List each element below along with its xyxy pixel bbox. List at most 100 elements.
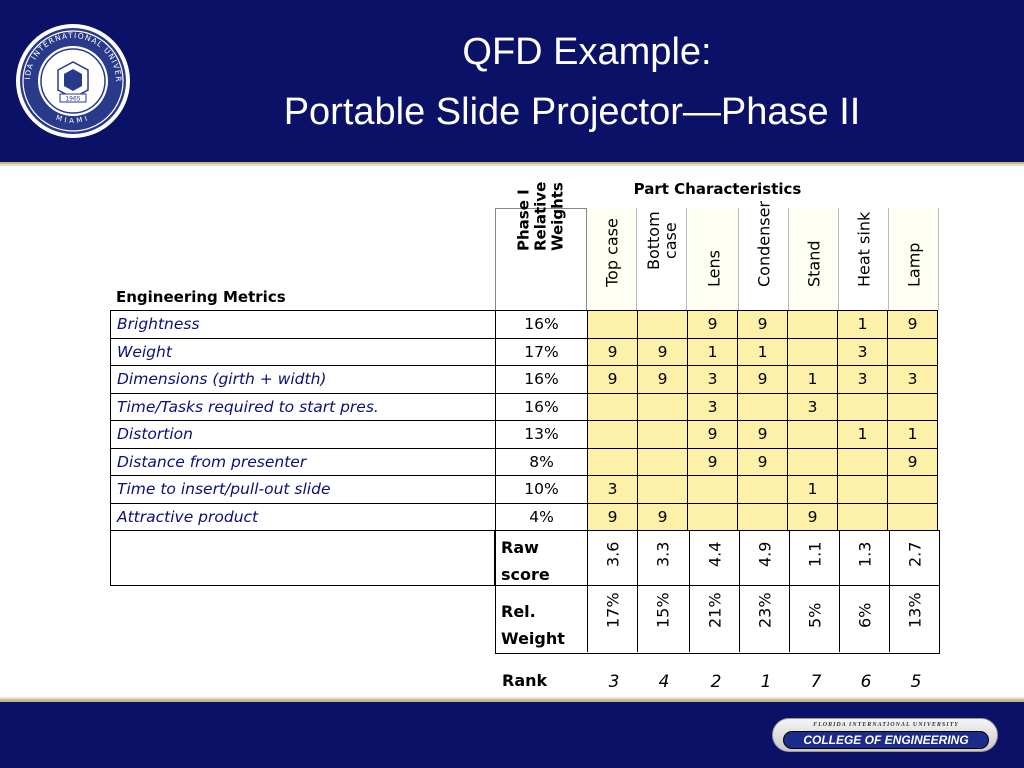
rel-weight-cell: 23% [739, 586, 789, 652]
relationship-cell: 3 [587, 475, 638, 504]
metric-weight: 16% [495, 310, 588, 339]
column-header: Stand [789, 208, 839, 310]
relationship-cell [837, 502, 888, 531]
raw-score-label-line2: score [501, 565, 550, 584]
relationship-cell: 3 [837, 337, 888, 366]
rel-weight-cell: 15% [637, 586, 687, 652]
metric-weight: 16% [495, 392, 588, 421]
relationship-cell [787, 447, 838, 476]
raw-score-cell: 2.7 [889, 531, 939, 585]
footer-college-text: COLLEGE OF ENGINEERING [783, 731, 989, 749]
slide-title-line2: Portable Slide Projector—Phase II [283, 91, 861, 133]
rel-weight-value: 23% [755, 592, 774, 628]
column-header: Lamp [889, 208, 939, 310]
empty-metric-cell [110, 530, 495, 586]
relationship-cell: 9 [787, 502, 838, 531]
rel-weight-cell: 5% [789, 586, 839, 652]
rank-value: 7 [810, 672, 822, 692]
metric-weight: 13% [495, 420, 588, 449]
relationship-cell [737, 502, 788, 531]
raw-score-cell: 4.4 [689, 531, 739, 585]
relationship-cell [687, 475, 738, 504]
raw-score-value: 1.3 [855, 541, 874, 567]
relationship-cell [587, 447, 638, 476]
relationship-cell [587, 392, 638, 421]
relationship-cell: 9 [637, 502, 688, 531]
rel-weight-value: 21% [705, 592, 724, 628]
relationship-cell: 9 [687, 310, 738, 339]
metric-name: Dimensions (girth + width) [110, 365, 496, 393]
relationship-cell: 9 [737, 447, 788, 476]
seal-year: 1965 [65, 96, 80, 103]
metric-weight: 8% [495, 447, 588, 476]
relationship-cell: 3 [687, 365, 738, 394]
relationship-cell: 9 [737, 310, 788, 339]
relationship-cell [587, 310, 638, 339]
column-header: Top case [587, 208, 637, 310]
table-row: Brightness 16% 9 9 1 9 [110, 310, 938, 339]
relationship-cell: 9 [587, 502, 638, 531]
rel-weight-cell: 6% [839, 586, 889, 652]
rel-weight-cell: 13% [889, 586, 939, 652]
relationship-cell: 9 [887, 310, 938, 339]
svg-text:MIAMI: MIAMI [55, 114, 91, 125]
rel-weight-cell: 17% [587, 586, 637, 652]
column-header-line: Top case [602, 218, 621, 287]
rel-weight-row: Rel. Weight 17% 15% 21% 23% 5% 6% 13% [495, 586, 940, 654]
column-header-line: Lens [704, 250, 723, 287]
relationship-cell [687, 502, 738, 531]
header-banner: FLORIDA INTERNATIONAL UNIVERSITY MIAMI 1… [0, 0, 1024, 162]
relationship-cell: 3 [687, 392, 738, 421]
metric-weight: 17% [495, 337, 588, 366]
footer-gold-stripe [0, 697, 1024, 702]
metric-name: Brightness [110, 310, 496, 338]
relationship-cell: 1 [787, 365, 838, 394]
table-row: Distance from presenter 8% 9 9 9 [110, 447, 938, 476]
weights-header-line3: Weights [548, 182, 567, 251]
column-header: Lens [689, 208, 739, 310]
column-header: Bottom case [637, 208, 687, 310]
relationship-cell: 9 [637, 365, 688, 394]
rel-weight-label-line1: Rel. [501, 602, 536, 621]
weights-header-line2: Relative [531, 181, 550, 251]
table-row: Attractive product 4% 9 9 9 [110, 502, 938, 531]
rank-label: Rank [502, 671, 548, 690]
column-header: Condenser [739, 201, 789, 310]
raw-score-label: Raw score [501, 534, 550, 588]
rel-weight-value: 5% [805, 602, 824, 628]
seal-city: MIAMI [55, 114, 88, 125]
relationship-cell [637, 310, 688, 339]
table-row: Dimensions (girth + width) 16% 9 9 3 9 1 3 3 [110, 365, 938, 394]
table-row: Time/Tasks required to start pres. 16% 3 3 [110, 392, 938, 421]
metric-weight: 4% [495, 502, 588, 531]
relationship-cell [637, 392, 688, 421]
weights-header-text: Phase I Relative Weights [515, 181, 567, 251]
raw-score-cell: 1.1 [789, 531, 839, 585]
relationship-cell: 9 [737, 420, 788, 449]
rank-value: 5 [910, 672, 922, 692]
column-header-line: Stand [804, 240, 823, 287]
relationship-cell [887, 475, 938, 504]
relationship-cell [637, 447, 688, 476]
column-header-line: case [660, 222, 680, 260]
metric-weight: 10% [495, 475, 588, 504]
metric-name: Distortion [110, 420, 496, 448]
slide-title-line1: QFD Example: [462, 31, 712, 73]
metric-name: Time to insert/pull-out slide [110, 475, 496, 503]
raw-score-label-line1: Raw [501, 538, 539, 557]
relationship-cell: 9 [687, 447, 738, 476]
table-row: Weight 17% 9 9 1 1 3 [110, 337, 938, 366]
relationship-cell [737, 392, 788, 421]
part-characteristics-label: Part Characteristics [633, 180, 802, 198]
engineering-metrics-table: Brightness 16% 9 9 1 9 Weight 17% 9 9 1 1 3 Dimension… [110, 310, 938, 531]
raw-score-cell: 4.9 [739, 531, 789, 585]
raw-score-value: 1.1 [805, 541, 824, 567]
relationship-cell [787, 310, 838, 339]
rel-weight-value: 17% [603, 592, 622, 628]
relationship-cell [737, 475, 788, 504]
raw-score-cell: 3.6 [587, 531, 637, 585]
college-of-engineering-logo: FLORIDA INTERNATIONAL UNIVERSITY COLLEGE… [772, 718, 998, 752]
raw-score-value: 2.7 [905, 541, 924, 567]
column-header-label: Lens [704, 250, 723, 287]
rank-value: 3 [608, 672, 620, 692]
